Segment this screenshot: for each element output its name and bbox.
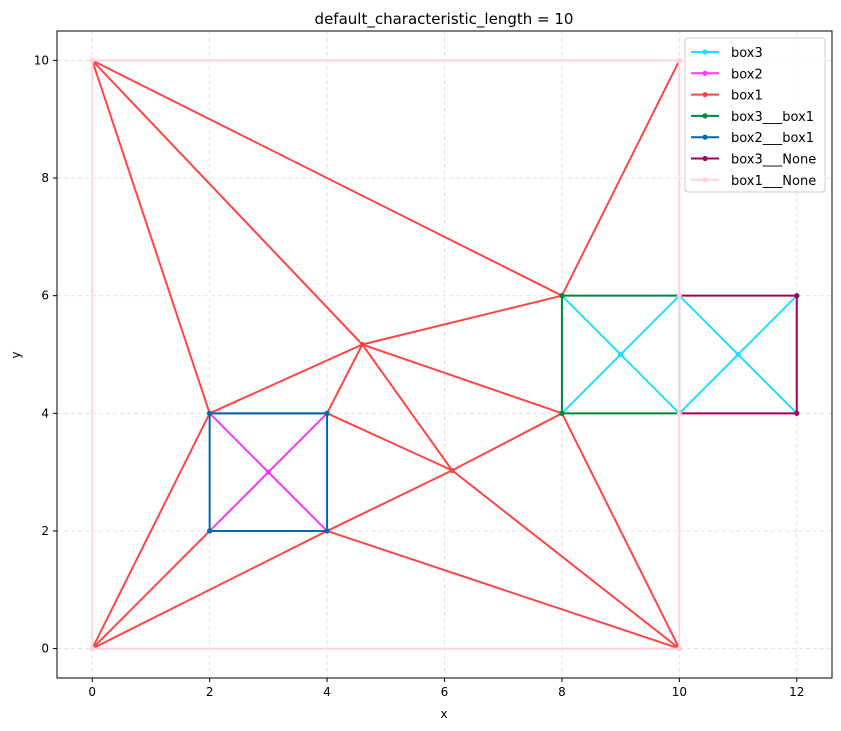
mesh-edge (91, 60, 211, 414)
mesh-node (89, 645, 95, 652)
y-tick-label: 10 (34, 53, 49, 67)
mesh-edge (737, 353, 798, 415)
legend: box3 box2 box1 box3___box1 box2___box1 box3__… (684, 37, 826, 193)
legend-label: box2 (731, 67, 763, 82)
y-tick-label: 6 (41, 289, 49, 303)
mesh-node (676, 645, 682, 652)
series-box3___None (676, 293, 800, 416)
mesh-node (324, 528, 330, 534)
mesh-node (794, 293, 800, 299)
mesh-edge (91, 59, 563, 297)
mesh-edge (326, 344, 364, 414)
legend-box (684, 37, 826, 193)
mesh-node (265, 469, 271, 475)
mesh-edge (737, 294, 798, 356)
ticks: 0 2 4 6 8 10 12 0 2 4 6 8 10 (34, 53, 805, 699)
y-tick-label: 2 (41, 524, 49, 538)
mesh-edge (91, 530, 211, 650)
mesh-edge (619, 294, 681, 356)
mesh-edge (678, 353, 739, 415)
chart-title: default_characteristic_length = 10 (315, 10, 574, 29)
mesh-node (449, 467, 455, 473)
x-tick-label: 10 (672, 685, 687, 699)
legend-label: box3___None (731, 153, 816, 168)
series-box2 (207, 410, 330, 534)
mesh-edge (361, 343, 563, 415)
mesh-edge (678, 294, 739, 356)
y-tick-label: 8 (41, 171, 49, 185)
legend-marker (702, 177, 708, 183)
mesh-edge (208, 412, 270, 473)
mesh-node (559, 410, 565, 416)
mesh-edge (91, 59, 364, 346)
mesh-edge (209, 343, 363, 415)
legend-label: box3___box1 (731, 110, 814, 125)
mesh-edge (561, 294, 622, 356)
mesh-edge (91, 412, 211, 650)
mesh-edge (91, 530, 328, 650)
x-tick-label: 6 (441, 685, 449, 699)
y-axis-label: y (9, 351, 23, 358)
mesh-node (794, 410, 800, 416)
mesh-edge (267, 471, 328, 532)
series-box1___None (89, 57, 682, 652)
mesh-edge (619, 353, 681, 415)
mesh-edge (326, 469, 453, 532)
mesh-edge (561, 353, 622, 415)
mesh-node (207, 410, 213, 416)
x-tick-label: 0 (88, 685, 96, 699)
mesh-node (207, 528, 213, 534)
x-tick-label: 4 (323, 685, 331, 699)
mesh-edge (561, 59, 681, 297)
mesh-node (676, 293, 682, 299)
series-layer (89, 57, 800, 652)
mesh-node (618, 351, 624, 358)
x-tick-label: 8 (558, 685, 566, 699)
legend-label: box3 (731, 46, 763, 61)
y-tick-label: 0 (41, 642, 49, 656)
mesh-node (89, 57, 95, 64)
mesh-node (676, 57, 682, 64)
legend-label: box2___box1 (731, 131, 814, 146)
mesh-node (735, 351, 741, 358)
legend-label: box1 (731, 89, 763, 104)
y-tick-label: 4 (41, 406, 49, 420)
legend-marker (702, 70, 708, 76)
mesh-edge (208, 471, 270, 532)
mesh-edge (326, 530, 680, 650)
mesh-edge (451, 469, 680, 650)
legend-marker (702, 92, 708, 98)
series-box1 (89, 57, 682, 652)
mesh-node (676, 410, 682, 416)
x-tick-label: 2 (206, 685, 214, 699)
legend-marker (702, 113, 708, 119)
mesh-edge (361, 343, 453, 471)
mesh-node (359, 341, 365, 348)
legend-marker (702, 134, 708, 140)
mesh-edge (362, 294, 563, 346)
mesh-edge (561, 412, 681, 650)
mesh-edge (267, 412, 328, 473)
x-axis-label: x (440, 707, 447, 721)
x-tick-label: 12 (789, 685, 804, 699)
legend-marker (702, 155, 708, 162)
mesh-node (559, 293, 565, 299)
mesh-edge (326, 412, 453, 472)
legend-marker (702, 49, 708, 55)
mesh-node (324, 410, 330, 416)
legend-label: box1___None (731, 174, 816, 189)
mesh-edge (451, 412, 563, 472)
series-box2___box1 (207, 410, 330, 534)
